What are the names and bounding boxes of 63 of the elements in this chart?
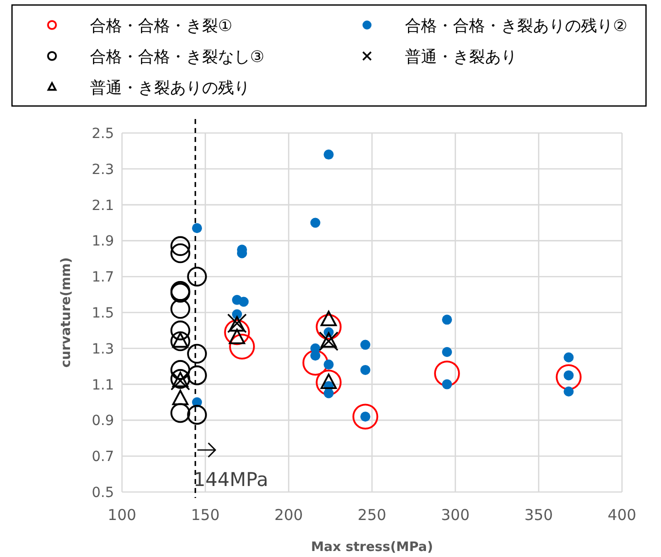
point <box>229 334 255 360</box>
y-tick-label: 1.5 <box>92 306 114 322</box>
y-tick-label: 1.7 <box>92 270 114 286</box>
point <box>170 331 190 352</box>
point <box>442 314 452 325</box>
x-tick-label: 350 <box>524 506 553 524</box>
y-tick-label: 0.5 <box>92 485 114 501</box>
point <box>170 236 190 256</box>
legend-label: 普通・き裂ありの残り <box>90 78 250 97</box>
legend-label: 普通・き裂あり <box>405 47 517 66</box>
point <box>360 364 370 375</box>
point <box>318 331 338 352</box>
point <box>310 218 320 228</box>
point <box>324 150 334 160</box>
point <box>187 344 207 364</box>
legend-label: 合格・合格・き裂ありの残り② <box>405 16 628 35</box>
x-tick-label: 300 <box>441 506 470 524</box>
x-tick-label: 200 <box>274 506 303 524</box>
ref-line-label: 144MPa <box>193 469 268 491</box>
point <box>360 340 370 350</box>
point <box>320 332 337 348</box>
point <box>224 319 250 346</box>
y-axis-title: curvature(mm) <box>59 257 74 368</box>
point <box>238 296 249 307</box>
x-axis-title: Max stress(MPa) <box>310 540 434 555</box>
point <box>352 404 378 430</box>
point <box>442 379 452 390</box>
point <box>564 352 574 362</box>
point <box>310 350 320 361</box>
x-tick-label: 400 <box>608 506 636 524</box>
point <box>170 360 190 380</box>
y-tick-label: 0.9 <box>92 413 114 430</box>
point <box>316 314 342 340</box>
point <box>172 390 188 406</box>
y-tick-label: 1.3 <box>92 341 114 358</box>
point <box>320 310 337 326</box>
y-tick-label: 2.5 <box>92 126 114 142</box>
point <box>434 360 460 386</box>
legend-label: 合格・合格・き裂① <box>90 16 232 35</box>
point <box>170 243 190 264</box>
point <box>324 360 334 370</box>
x-tick-label: 150 <box>191 506 220 524</box>
y-tick-label: 1.1 <box>92 377 114 394</box>
y-tick-label: 2.3 <box>92 162 114 178</box>
y-tick-label: 1.9 <box>92 234 114 250</box>
y-tick-label: 0.7 <box>92 449 114 466</box>
x-tick-label: 250 <box>358 506 386 524</box>
point <box>324 388 334 398</box>
point <box>170 403 190 423</box>
legend-label: 合格・合格・き裂なし③ <box>90 47 264 66</box>
point <box>192 223 202 234</box>
point <box>316 370 342 396</box>
point <box>556 364 582 390</box>
point <box>564 386 574 396</box>
point <box>302 350 328 376</box>
point <box>442 346 452 357</box>
point <box>187 404 207 425</box>
point <box>187 266 207 286</box>
point <box>170 320 190 340</box>
y-tick-label: 2.1 <box>92 198 114 214</box>
point <box>170 299 190 319</box>
point <box>187 365 207 386</box>
x-tick-label: 100 <box>108 506 136 524</box>
